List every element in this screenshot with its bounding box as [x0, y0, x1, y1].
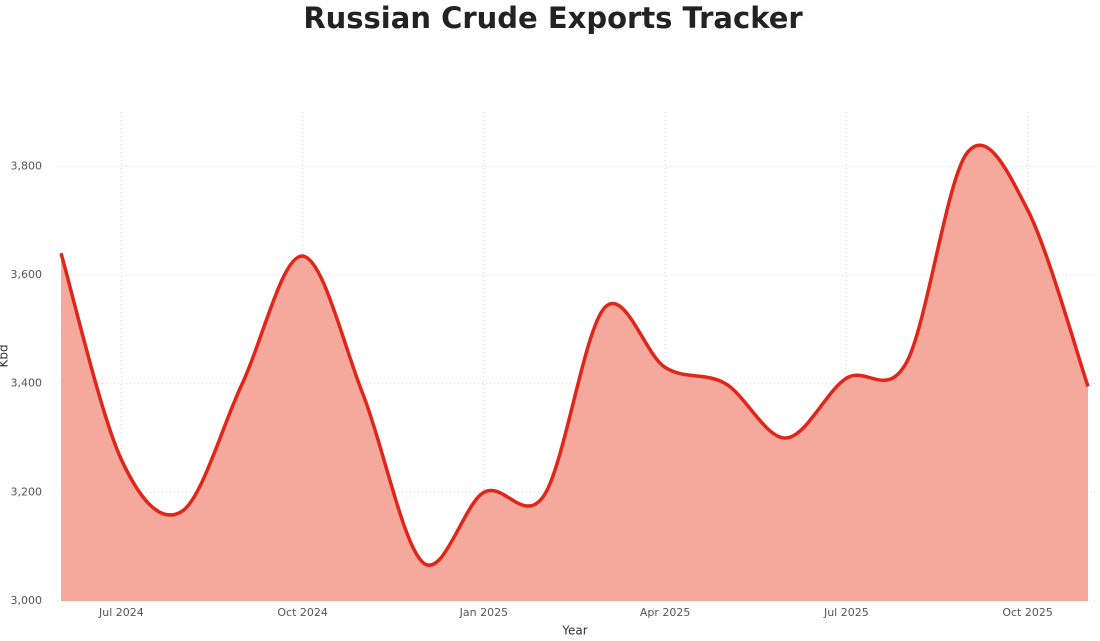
area — [61, 145, 1088, 601]
y-tick-label: 3,800 — [11, 159, 43, 172]
x-tick-label: Oct 2025 — [1002, 606, 1053, 619]
y-tick-label: 3,600 — [11, 268, 43, 281]
y-tick-label: 3,400 — [11, 377, 43, 390]
x-axis-title: Year — [561, 624, 587, 638]
y-tick-label: 3,000 — [11, 594, 43, 607]
y-tick-label: 3,200 — [11, 485, 43, 498]
line — [59, 143, 1090, 567]
x-tick-label: Oct 2024 — [277, 606, 328, 619]
y-axis-title: Kbd — [0, 344, 11, 367]
chart-title: Russian Crude Exports Tracker — [303, 1, 803, 35]
x-tick-label: Jul 2024 — [98, 606, 144, 619]
x-tick-label: Apr 2025 — [640, 606, 691, 619]
x-tick-label: Jan 2025 — [459, 606, 508, 619]
x-tick-label: Jul 2025 — [823, 606, 869, 619]
